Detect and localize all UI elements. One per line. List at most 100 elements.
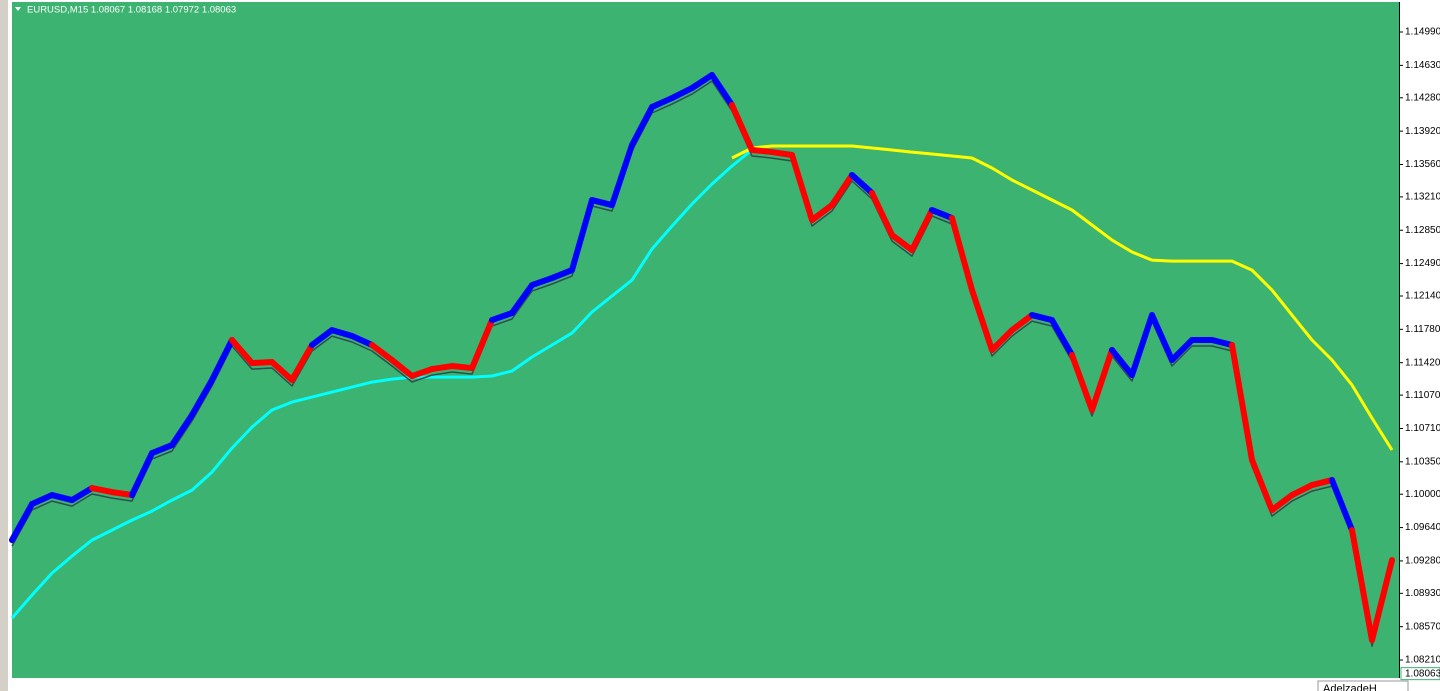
watermark-box [1317,680,1409,691]
price-segment [589,197,615,209]
price-segment [1149,312,1175,364]
price-segment [809,202,835,224]
price-segment [1029,312,1055,324]
price-segment [789,152,815,224]
price-segment [269,359,295,384]
price-segment [1369,557,1395,644]
price-segment [829,172,855,209]
price-segment [1089,347,1115,414]
price-segment [629,104,655,149]
moving-average [731,144,1394,451]
price-segment [189,377,215,419]
price-segment [389,357,415,380]
price-segment [929,207,955,222]
price-segment [1349,527,1375,644]
y-tick-label: 1.14280 [1405,92,1440,103]
plot-area [12,2,1399,678]
price-segment [1129,312,1155,379]
current-price-box [1400,667,1440,681]
price-segment [29,492,55,508]
price-segment [769,149,795,159]
price-segment [569,197,595,274]
price-segment [49,492,75,504]
price-segment [369,342,395,364]
price-segment [849,172,875,196]
price-segment [209,337,235,384]
price-segment [689,71,715,92]
price-segment [869,189,895,239]
price-segment [349,333,375,349]
y-tick-label: 1.10350 [1405,456,1440,467]
left-strip [0,0,8,691]
price-segment [69,485,95,504]
price-segment [449,363,475,372]
price-segment [1209,337,1235,349]
price-segment [669,85,695,102]
price-segment [329,327,355,340]
y-tick-label: 1.08210 [1405,655,1440,666]
price-segment [149,442,175,457]
price-segment [949,215,975,294]
price-segment [169,412,195,449]
y-tick-label: 1.12850 [1405,225,1440,236]
y-tick-label: 1.08930 [1405,588,1440,599]
y-tick-label: 1.08570 [1405,621,1440,632]
price-segment [989,327,1015,354]
price-segment [649,95,675,111]
watermark: AdelzadeH [1323,683,1377,691]
price-segment [1169,337,1195,364]
y-tick-label: 1.11070 [1405,390,1440,401]
price-segment [469,317,495,372]
price-segment [549,267,575,282]
price-segment [409,366,435,380]
price-segment [1249,457,1275,514]
y-tick-label: 1.11780 [1405,324,1440,335]
price-segment [249,359,275,367]
price-segment [529,275,555,289]
price-segment [969,287,995,354]
price-segment [9,501,35,544]
y-tick-label: 1.14990 [1405,27,1440,38]
price-segment [1009,312,1035,334]
price-segment [309,327,335,349]
price-segment [709,71,735,109]
moving-average [10,148,753,620]
price-segment [509,282,535,317]
price-segment [109,489,135,499]
y-tick-label: 1.09640 [1405,522,1440,533]
price-segment [129,450,155,499]
price-segment [429,363,455,373]
price-segment [1289,482,1315,499]
price-segment [609,142,635,209]
price-segment [89,485,115,496]
price-segment [1229,342,1255,464]
y-tick-label: 1.10710 [1405,423,1440,434]
price-segment [229,337,255,367]
y-tick-label: 1.13920 [1405,126,1440,137]
symbol-info: EURUSD,M15 1.08067 1.08168 1.07972 1.080… [27,5,236,16]
price-segment [1309,477,1335,489]
y-tick-label: 1.12140 [1405,291,1440,302]
y-tick-label: 1.13560 [1405,159,1440,170]
price-segment [909,207,935,254]
current-price-label: 1.08063 [1405,668,1440,679]
price-segment [1049,317,1075,359]
price-segment [489,310,515,324]
price-segment [1269,492,1295,514]
y-tick-label: 1.10000 [1405,489,1440,500]
dropdown-icon[interactable] [15,7,21,11]
y-tick-label: 1.13210 [1405,192,1440,203]
price-segment [1069,352,1095,414]
y-tick-label: 1.12490 [1405,258,1440,269]
price-segment [729,102,755,154]
price-segment [749,147,775,156]
price-segment [1109,347,1135,379]
price-segment [889,232,915,254]
price-segment [289,342,315,384]
price-segment [1329,477,1355,534]
y-tick-label: 1.11420 [1405,357,1440,368]
y-tick-label: 1.09280 [1405,556,1440,567]
y-tick-label: 1.14630 [1405,60,1440,71]
